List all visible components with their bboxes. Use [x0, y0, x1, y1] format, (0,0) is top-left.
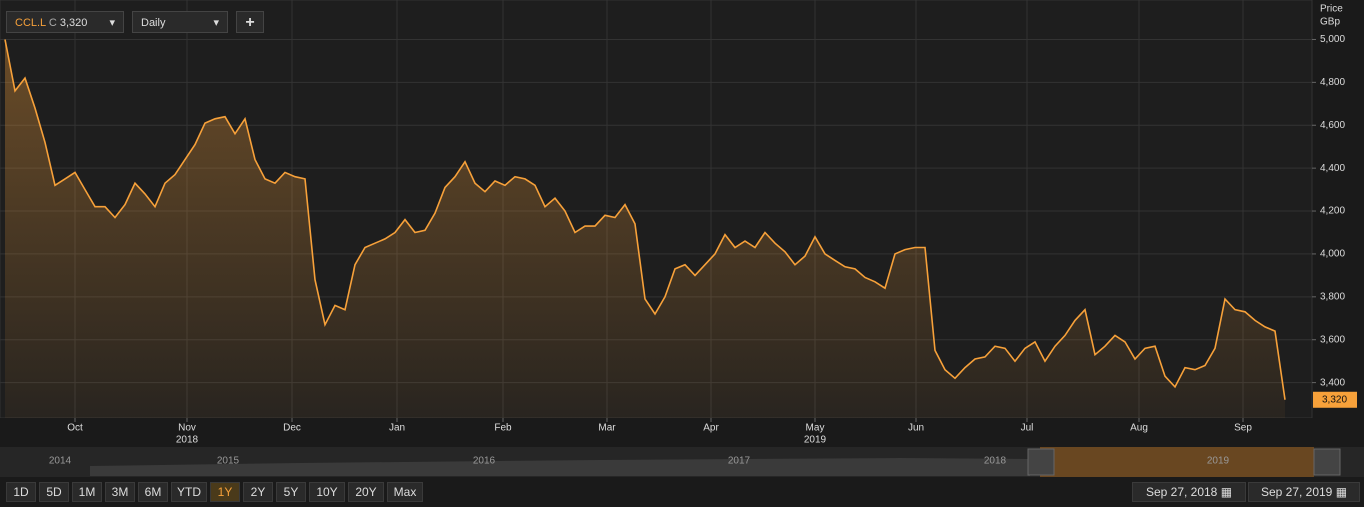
axis-unit: GBp	[1320, 17, 1340, 28]
symbol-select[interactable]: CCL.L C 3,320 ▾	[6, 11, 124, 33]
range-button[interactable]: 3M	[105, 482, 135, 502]
dropdown-arrow: ▾	[213, 17, 219, 29]
navigator-year: 2019	[1207, 456, 1230, 467]
quote: 3,320	[59, 17, 88, 29]
price-line	[4, 39, 1286, 400]
navigator-handle[interactable]	[1027, 448, 1055, 476]
year-label: 2018	[176, 435, 199, 446]
y-tick-label: 3,400	[1320, 377, 1345, 388]
x-axis-band	[0, 418, 1364, 446]
x-tick-label: Jul	[1021, 423, 1034, 434]
y-tick-label: 3,600	[1320, 334, 1345, 345]
x-tick-label: Mar	[598, 423, 616, 434]
range-button[interactable]: 1Y	[210, 482, 240, 502]
chart: Price GBp 3,400 3,600 3,800 4,000 4,200 4,400…	[0, 0, 1364, 477]
range-button[interactable]: 2Y	[243, 482, 273, 502]
last-value-label: 3,320	[1322, 394, 1347, 405]
interval-select[interactable]: Daily ▾	[132, 11, 228, 33]
navigator-year: 2015	[217, 456, 240, 467]
navigator-year: 2014	[49, 456, 72, 467]
x-tick-label: Dec	[283, 423, 301, 434]
x-tick-label: Jan	[389, 423, 405, 434]
range-button[interactable]: 5D	[39, 482, 69, 502]
navigator-handle[interactable]	[1313, 448, 1341, 476]
navigator-shade	[90, 458, 1030, 476]
x-tick-label: Sep	[1234, 423, 1252, 434]
date-to-text: Sep 27, 2019	[1260, 485, 1333, 499]
range-button[interactable]: 20Y	[348, 482, 384, 502]
y-tick-label: 4,000	[1320, 249, 1345, 260]
interval: Daily	[141, 17, 166, 29]
add-button[interactable]: +	[236, 11, 264, 33]
x-tick-label: Apr	[703, 423, 719, 434]
date-from[interactable]: Sep 27, 2018 ▦	[1132, 482, 1246, 502]
quote-prefix: C	[48, 17, 57, 29]
area-fill	[5, 39, 1285, 418]
year-label: 2019	[804, 435, 827, 446]
axis-title: Price	[1320, 4, 1343, 15]
x-tick-label: Oct	[67, 423, 83, 434]
y-tick-label: 4,600	[1320, 120, 1345, 131]
dropdown-arrow: ▾	[109, 17, 115, 29]
range-button[interactable]: YTD	[171, 482, 207, 502]
range-button[interactable]: 10Y	[309, 482, 345, 502]
range-button[interactable]: 6M	[138, 482, 168, 502]
navigator-year: 2017	[728, 456, 751, 467]
navigator-window[interactable]	[1040, 447, 1314, 477]
date-from-text: Sep 27, 2018	[1145, 485, 1218, 499]
range-button[interactable]: 1M	[72, 482, 102, 502]
date-to[interactable]: Sep 27, 2019 ▦	[1248, 482, 1360, 502]
y-tick-label: 4,800	[1320, 77, 1345, 88]
x-tick-label: Feb	[494, 423, 512, 434]
y-tick-label: 5,000	[1320, 34, 1345, 45]
x-tick-label: Nov	[178, 423, 196, 434]
x-tick-label: Aug	[1130, 423, 1148, 434]
range-button[interactable]: 1D	[6, 482, 36, 502]
range-button[interactable]: 5Y	[276, 482, 306, 502]
x-tick-label: Jun	[908, 423, 924, 434]
x-tick-label: May	[806, 423, 825, 434]
y-tick-label: 4,400	[1320, 163, 1345, 174]
navigator-year: 2016	[473, 456, 496, 467]
navigator-year: 2018	[984, 456, 1007, 467]
last-value-badge	[1313, 391, 1357, 408]
symbol: CCL.L	[15, 17, 46, 29]
y-tick-label: 3,800	[1320, 291, 1345, 302]
y-tick-label: 4,200	[1320, 206, 1345, 217]
range-button[interactable]: Max	[387, 482, 423, 502]
